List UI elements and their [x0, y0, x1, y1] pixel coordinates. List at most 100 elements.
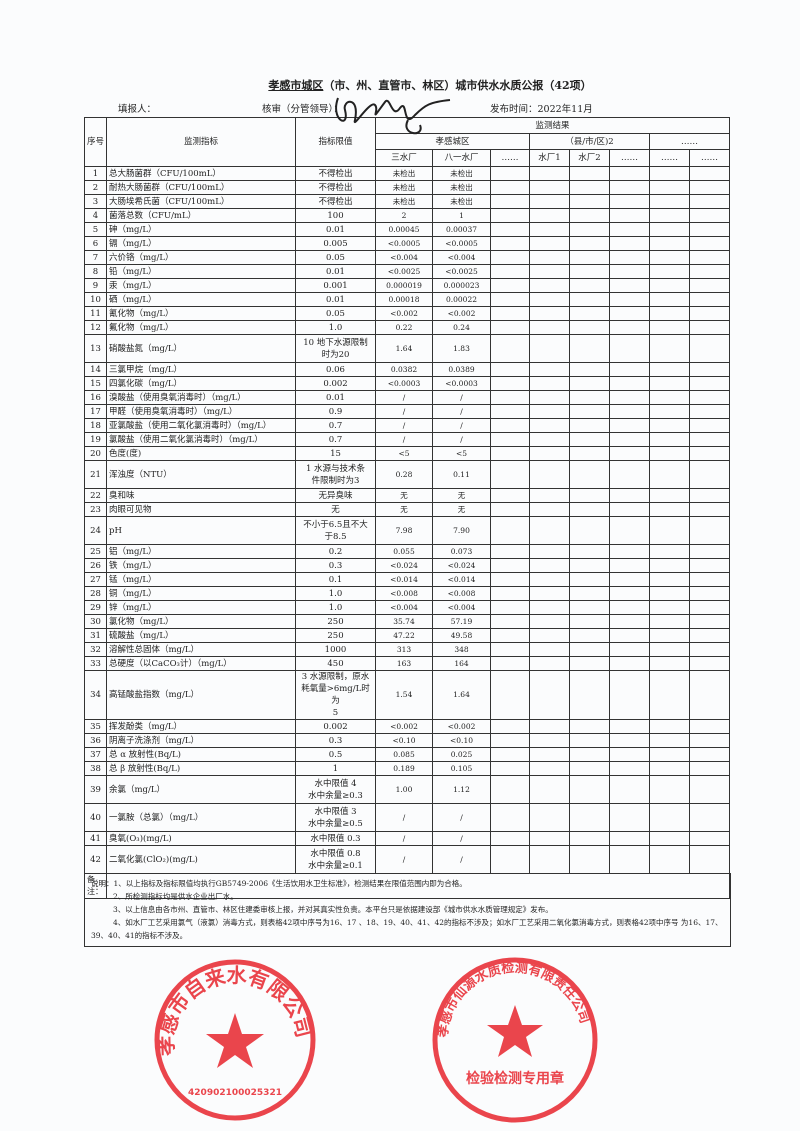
- limit-cell: 0.5: [295, 747, 376, 762]
- empty-result-cell: [609, 572, 650, 587]
- empty-result-cell: [569, 831, 610, 846]
- sanshui-plant-value: 1.00: [375, 775, 433, 804]
- seal-top-text: 孝感市自来水有限公司: [154, 963, 316, 1057]
- empty-result-cell: [689, 320, 730, 335]
- seq-cell: 7: [84, 250, 107, 265]
- indicator-cell: 三氯甲烷（mg/L）: [106, 362, 296, 377]
- sanshui-plant-value: <0.002: [375, 719, 433, 734]
- table-row: 10 硒（mg/L） 0.01 0.00018 0.00022: [84, 292, 730, 307]
- empty-result-cell: [689, 166, 730, 181]
- indicator-cell: 氰化物（mg/L）: [106, 306, 296, 321]
- seal-bottom-sub: 检验检测专用章: [466, 1070, 564, 1087]
- empty-result-cell: [569, 747, 610, 762]
- table-row: 1 总大肠菌群（CFU/100mL） 不得检出 未检出 未检出: [84, 166, 730, 181]
- table-row: 18 亚氯酸盐（使用二氧化氯消毒时）（mg/L） 0.7//: [84, 418, 730, 433]
- notes: 说明：1、以上指标及指标限值均执行GB5749-2006《生活饮用水卫生标准》，…: [84, 873, 731, 947]
- empty-result-cell: [529, 166, 570, 181]
- empty-result-cell: [490, 831, 530, 846]
- note-2: 2、所检测指标均是供水企业出厂水。: [113, 892, 238, 901]
- indicator-cell: 总大肠菌群（CFU/100mL）: [106, 166, 296, 181]
- empty-result-cell: [529, 656, 570, 671]
- header-plant-7: ……: [689, 149, 730, 167]
- empty-result-cell: [609, 761, 650, 776]
- seq-cell: 38: [84, 761, 107, 776]
- empty-result-cell: [609, 558, 650, 573]
- indicator-cell: 镉（mg/L）: [106, 236, 296, 251]
- indicator-cell: 硒（mg/L）: [106, 292, 296, 307]
- seq-cell: 31: [84, 628, 107, 643]
- empty-result-cell: [490, 320, 530, 335]
- empty-result-cell: [609, 488, 650, 503]
- bayi-plant-value: <0.008: [432, 586, 491, 601]
- empty-result-cell: [529, 362, 570, 377]
- table-row: 33 总硬度（以CaCO₃计）（mg/L） 450 163 164: [84, 656, 730, 671]
- bayi-plant-value: /: [432, 831, 491, 846]
- bayi-plant-value: <5: [432, 446, 491, 461]
- empty-result-cell: [609, 180, 650, 195]
- reviewer-label: 核审（分管领导）：: [262, 104, 343, 115]
- empty-result-cell: [689, 628, 730, 643]
- empty-result-cell: [689, 278, 730, 293]
- bayi-plant-value: 0.00037: [432, 222, 491, 237]
- table-row: 36 阴离子洗涤剂（mg/L） 0.3 <0.10 <0.10: [84, 733, 730, 748]
- note-4: 4、如水厂工艺采用氯气（液氯）消毒方式，则表格42项中序号为16、17 、18、…: [91, 918, 723, 940]
- empty-result-cell: [490, 334, 530, 363]
- table-row: 8 铅（mg/L） 0.01 <0.0025 <0.0025: [84, 264, 730, 279]
- limit-cell: 0.002: [295, 719, 376, 734]
- limit-cell: 0.05: [295, 306, 376, 321]
- empty-result-cell: [569, 376, 610, 391]
- limit-cell: 1000: [295, 642, 376, 657]
- empty-result-cell: [490, 656, 530, 671]
- table-row: 12 氟化物（mg/L） 1.0 0.22 0.24: [84, 320, 730, 335]
- empty-result-cell: [609, 264, 650, 279]
- table-row: 27 锰（mg/L） 0.1 <0.014 <0.014: [84, 572, 730, 587]
- sanshui-plant-value: /: [375, 390, 433, 405]
- sanshui-plant-value: /: [375, 432, 433, 447]
- empty-result-cell: [609, 775, 650, 804]
- empty-result-cell: [569, 600, 610, 615]
- seq-cell: 40: [84, 803, 107, 832]
- header-results: 监测结果: [375, 117, 730, 134]
- empty-result-cell: [649, 586, 690, 601]
- header-indicator: 监测指标: [106, 117, 296, 167]
- empty-result-cell: [529, 488, 570, 503]
- limit-cell: 0.1: [295, 572, 376, 587]
- empty-result-cell: [649, 390, 690, 405]
- empty-result-cell: [649, 845, 690, 874]
- empty-result-cell: [569, 418, 610, 433]
- limit-cell: 0.7: [295, 418, 376, 433]
- sanshui-plant-value: <0.014: [375, 572, 433, 587]
- bayi-plant-value: 164: [432, 656, 491, 671]
- seq-cell: 30: [84, 614, 107, 629]
- empty-result-cell: [689, 334, 730, 363]
- empty-result-cell: [609, 460, 650, 489]
- empty-result-cell: [529, 845, 570, 874]
- indicator-cell: 硫酸盐（mg/L）: [106, 628, 296, 643]
- seq-cell: 34: [84, 670, 107, 720]
- limit-cell: 0.2: [295, 544, 376, 559]
- empty-result-cell: [689, 761, 730, 776]
- water-quality-table: 序号 监测指标 指标限值 监测结果 孝感城区 （县/市/区)2 …… 三水厂 八一…: [84, 117, 730, 899]
- sanshui-plant-value: /: [375, 404, 433, 419]
- sanshui-plant-value: /: [375, 418, 433, 433]
- sanshui-plant-value: 313: [375, 642, 433, 657]
- sanshui-plant-value: 2: [375, 208, 433, 223]
- empty-result-cell: [569, 845, 610, 874]
- empty-result-cell: [529, 516, 570, 545]
- table-row: 34 高锰酸盐指数（mg/L） 3 水源限制，原水 耗氧量>6mg/L时为 5 1.5…: [84, 670, 730, 720]
- empty-result-cell: [529, 432, 570, 447]
- empty-result-cell: [689, 558, 730, 573]
- empty-result-cell: [689, 376, 730, 391]
- indicator-cell: 挥发酚类（mg/L）: [106, 719, 296, 734]
- table-row: 35 挥发酚类（mg/L） 0.002 <0.002 <0.002: [84, 719, 730, 734]
- limit-cell: 不得检出: [295, 180, 376, 195]
- indicator-cell: 肉眼可见物: [106, 502, 296, 517]
- empty-result-cell: [569, 670, 610, 720]
- seq-cell: 21: [84, 460, 107, 489]
- table-row: 32 溶解性总固体（mg/L） 1000 313 348: [84, 642, 730, 657]
- limit-cell: 0.9: [295, 404, 376, 419]
- empty-result-cell: [609, 586, 650, 601]
- sanshui-plant-value: /: [375, 845, 433, 874]
- empty-result-cell: [689, 831, 730, 846]
- empty-result-cell: [569, 180, 610, 195]
